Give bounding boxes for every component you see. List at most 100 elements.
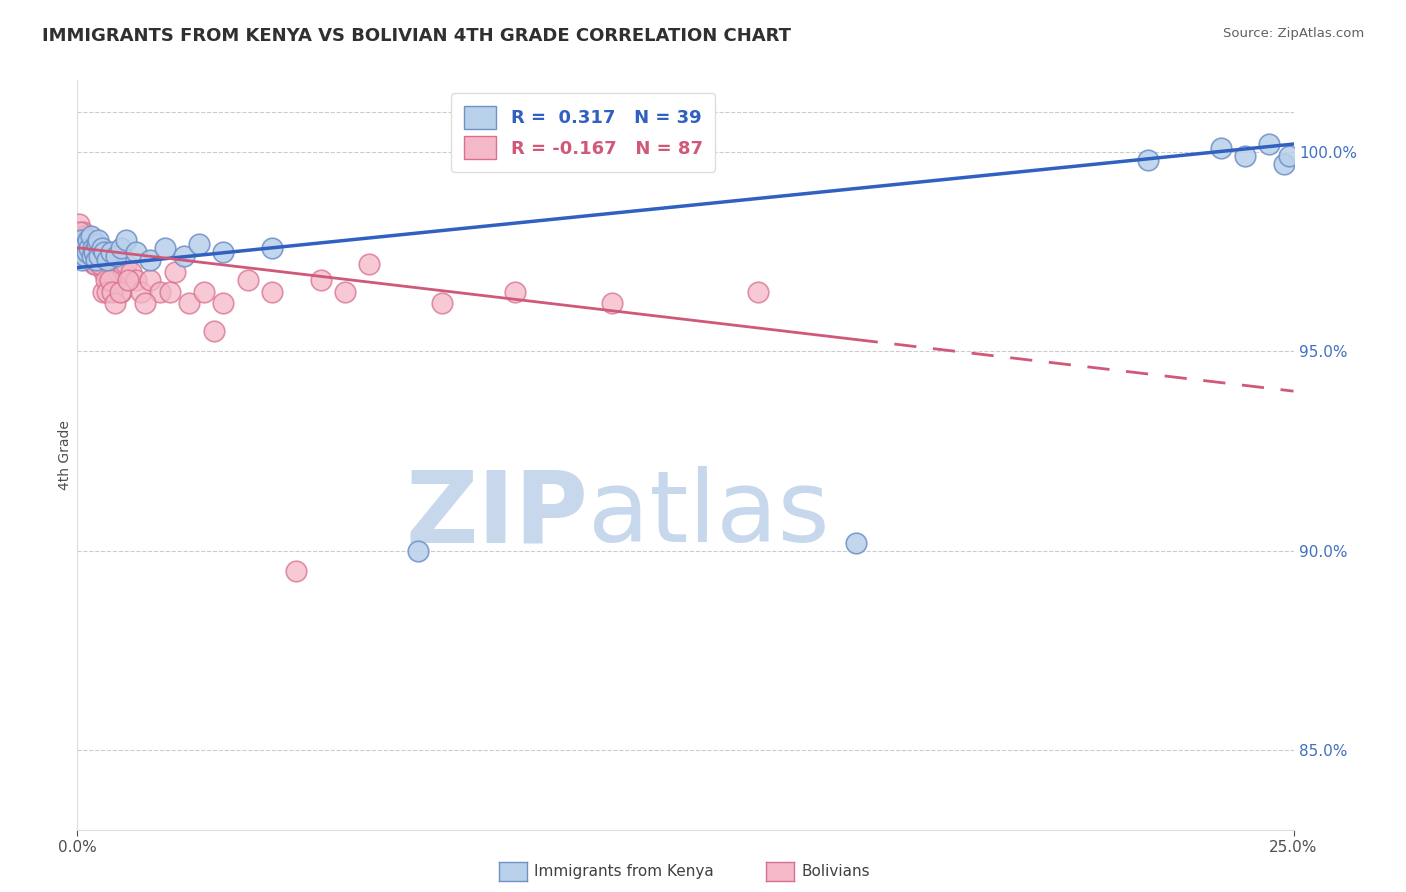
Point: [80, 249, 103, 263]
Point: [87, 244, 110, 259]
Point: [76, 241, 98, 255]
Point: [83, 257, 105, 271]
Point: [76, 244, 98, 259]
Point: [73, 249, 96, 263]
Text: Immigrants from Kenya: Immigrants from Kenya: [534, 864, 714, 879]
Point: [84, 241, 107, 255]
Point: [75, 228, 97, 243]
Text: ZIP: ZIP: [405, 467, 588, 564]
Point: [75, 233, 97, 247]
Point: [105, 272, 128, 286]
Point: [73, 244, 96, 259]
Point: [260, 241, 283, 255]
Point: [67, 217, 90, 231]
Point: [107, 264, 129, 278]
Point: [236, 272, 259, 286]
Point: [100, 264, 122, 278]
Point: [430, 296, 453, 310]
Point: [260, 285, 283, 299]
Point: [202, 324, 225, 338]
Point: [96, 260, 118, 275]
Point: [100, 244, 122, 259]
Point: [406, 543, 429, 558]
Point: [90, 244, 112, 259]
Point: [97, 272, 120, 286]
Point: [101, 285, 124, 299]
Point: [103, 257, 125, 271]
Point: [77, 244, 100, 259]
Point: [82, 244, 104, 259]
Point: [70, 252, 93, 267]
Point: [149, 285, 172, 299]
Point: [93, 264, 115, 278]
Point: [87, 249, 110, 263]
Point: [120, 264, 142, 278]
Point: [87, 233, 110, 247]
Point: [72, 249, 94, 263]
Point: [89, 252, 111, 267]
Point: [77, 252, 100, 267]
Point: [83, 257, 105, 271]
Point: [72, 225, 94, 239]
Text: IMMIGRANTS FROM KENYA VS BOLIVIAN 4TH GRADE CORRELATION CHART: IMMIGRANTS FROM KENYA VS BOLIVIAN 4TH GR…: [42, 27, 792, 45]
Point: [503, 285, 526, 299]
Text: Bolivians: Bolivians: [801, 864, 870, 879]
Point: [70, 228, 93, 243]
Point: [70, 233, 93, 247]
Point: [163, 264, 186, 278]
Point: [90, 257, 112, 271]
Point: [79, 244, 101, 259]
Point: [73, 233, 96, 247]
Point: [125, 244, 148, 259]
Legend: R =  0.317   N = 39, R = -0.167   N = 87: R = 0.317 N = 39, R = -0.167 N = 87: [451, 93, 716, 172]
Point: [139, 252, 162, 267]
Point: [117, 272, 139, 286]
Point: [83, 244, 105, 259]
Point: [72, 249, 94, 263]
Text: Source: ZipAtlas.com: Source: ZipAtlas.com: [1223, 27, 1364, 40]
Point: [110, 285, 132, 299]
Point: [69, 233, 91, 247]
Point: [134, 296, 156, 310]
Point: [84, 252, 107, 267]
Point: [98, 272, 121, 286]
Point: [747, 285, 769, 299]
Point: [84, 249, 107, 263]
Point: [82, 241, 104, 255]
Point: [76, 233, 98, 247]
Point: [75, 236, 97, 251]
Point: [105, 249, 128, 263]
Point: [89, 249, 111, 263]
Point: [115, 233, 138, 247]
Point: [80, 228, 103, 243]
Point: [115, 257, 138, 271]
Point: [77, 233, 100, 247]
Point: [84, 244, 107, 259]
Point: [86, 252, 108, 267]
Point: [212, 296, 235, 310]
Point: [82, 241, 104, 255]
Point: [72, 241, 94, 255]
Point: [70, 241, 93, 255]
Point: [77, 236, 100, 251]
Point: [96, 285, 118, 299]
Point: [129, 285, 152, 299]
Point: [86, 236, 108, 251]
Point: [87, 257, 110, 271]
Point: [89, 249, 111, 263]
Point: [845, 535, 868, 549]
Point: [69, 244, 91, 259]
Point: [602, 296, 624, 310]
Point: [79, 241, 101, 255]
Point: [104, 296, 127, 310]
Point: [333, 285, 356, 299]
Point: [108, 285, 131, 299]
Point: [173, 249, 195, 263]
Point: [359, 257, 381, 271]
Point: [72, 236, 94, 251]
Point: [1258, 136, 1281, 151]
Point: [82, 249, 104, 263]
Point: [139, 272, 162, 286]
Point: [93, 244, 115, 259]
Point: [69, 225, 91, 239]
